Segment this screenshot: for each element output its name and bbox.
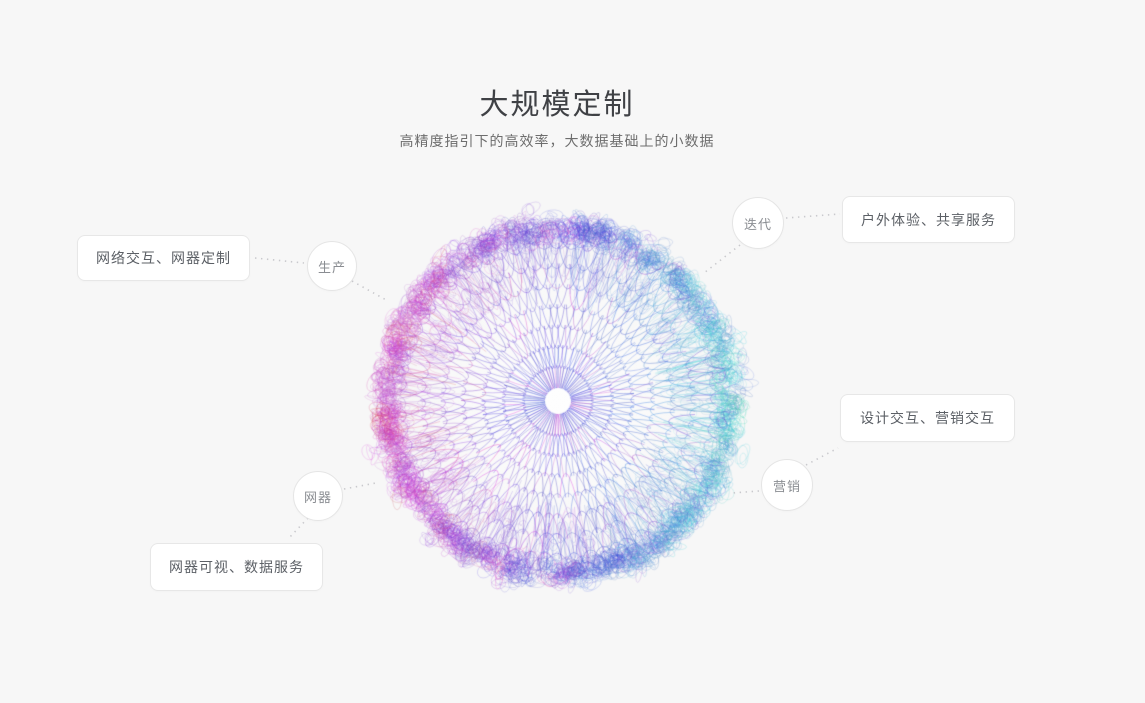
connector-iterationnode-to-iterationbox xyxy=(785,213,841,219)
generative-scribble-sphere-graphic xyxy=(328,171,788,631)
node-circle-iteration: 迭代 xyxy=(732,197,784,249)
label-box-netdevice-visual: 网器可视、数据服务 xyxy=(150,543,323,591)
label-box-outdoor-experience: 户外体验、共享服务 xyxy=(842,196,1015,243)
page-subtitle: 高精度指引下的高效率，大数据基础上的小数据 xyxy=(399,133,715,149)
connector-marketingnode-to-designbox xyxy=(805,447,839,466)
connector-productionbox-to-productionnode xyxy=(254,257,305,264)
node-circle-production: 生产 xyxy=(307,241,357,291)
node-circle-netdevice: 网器 xyxy=(293,471,343,521)
connector-netdevicenode-to-netdevicebox xyxy=(287,517,309,540)
node-circle-marketing: 营销 xyxy=(761,459,813,511)
page-title: 大规模定制 xyxy=(479,89,635,122)
label-box-design-interaction: 设计交互、营销交互 xyxy=(840,394,1015,442)
label-box-network-interaction: 网络交互、网器定制 xyxy=(77,235,250,281)
